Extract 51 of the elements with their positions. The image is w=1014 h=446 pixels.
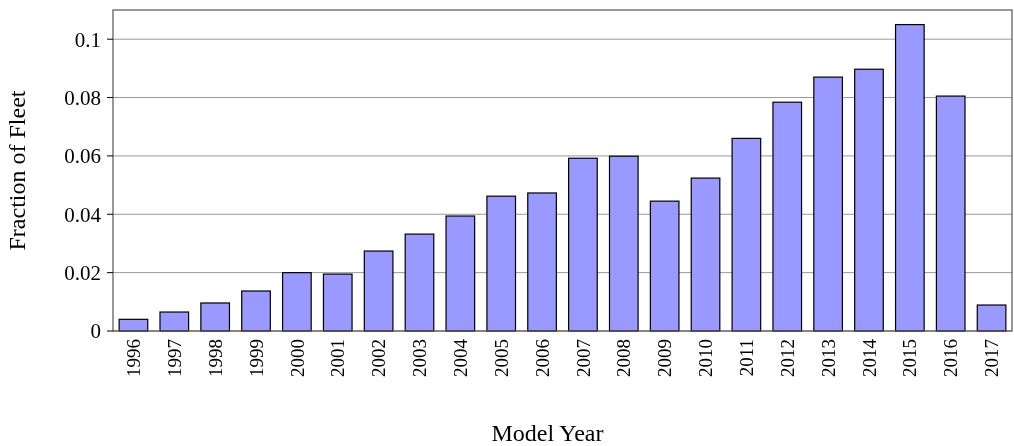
y-tick-label: 0.06 [64, 144, 101, 169]
bar [568, 157, 598, 332]
bar [363, 250, 394, 332]
y-tick-label: 0 [90, 319, 101, 344]
x-tick-label: 2015 [899, 339, 921, 377]
bar [159, 311, 190, 332]
x-tick-label: 2012 [776, 339, 798, 377]
bar [731, 137, 762, 332]
x-tick-label: 2011 [736, 339, 758, 377]
bar [322, 273, 353, 332]
bar [649, 200, 680, 332]
bar [854, 68, 884, 332]
bar [813, 76, 844, 332]
y-axis-title: Fraction of Fleet [4, 90, 30, 251]
x-tick-label: 2017 [981, 339, 1003, 377]
bar [608, 155, 639, 332]
bar [976, 304, 1007, 332]
x-tick-label: 2002 [368, 339, 390, 377]
x-tick-label: 2004 [449, 338, 471, 377]
x-tick-label: 2010 [695, 339, 717, 377]
bar [772, 101, 803, 332]
bar [894, 23, 925, 332]
x-tick-label: 2014 [858, 338, 880, 377]
bar [527, 192, 557, 332]
x-tick-label: 2008 [613, 339, 635, 377]
y-tick-label: 0.08 [64, 85, 101, 110]
bar [404, 233, 435, 332]
bar [935, 95, 966, 332]
x-axis-title: Model Year [491, 420, 604, 446]
x-tick-label: 2000 [286, 339, 308, 377]
y-tick-label: 0.1 [74, 27, 101, 52]
x-tick-label: 2016 [940, 339, 962, 377]
x-tick-label: 2001 [327, 339, 349, 377]
x-tick-label: 1997 [163, 339, 185, 377]
x-tick-label: 2006 [531, 339, 553, 377]
bar [281, 272, 312, 332]
x-tick-label: 1996 [123, 339, 145, 377]
bar [200, 302, 231, 332]
bar [445, 215, 476, 332]
x-tick-label: 2009 [654, 339, 676, 377]
bar [486, 195, 517, 332]
x-tick-label: 1999 [245, 339, 267, 377]
x-tick-label: 1998 [204, 339, 226, 377]
bar [241, 290, 271, 332]
x-tick-label: 2013 [817, 339, 839, 377]
y-tick-label: 0.02 [64, 260, 101, 285]
bar [690, 177, 721, 332]
y-tick-label: 0.04 [64, 202, 102, 227]
x-tick-label: 2003 [409, 339, 431, 377]
x-tick-label: 2005 [490, 339, 512, 377]
x-tick-label: 2007 [572, 339, 594, 377]
